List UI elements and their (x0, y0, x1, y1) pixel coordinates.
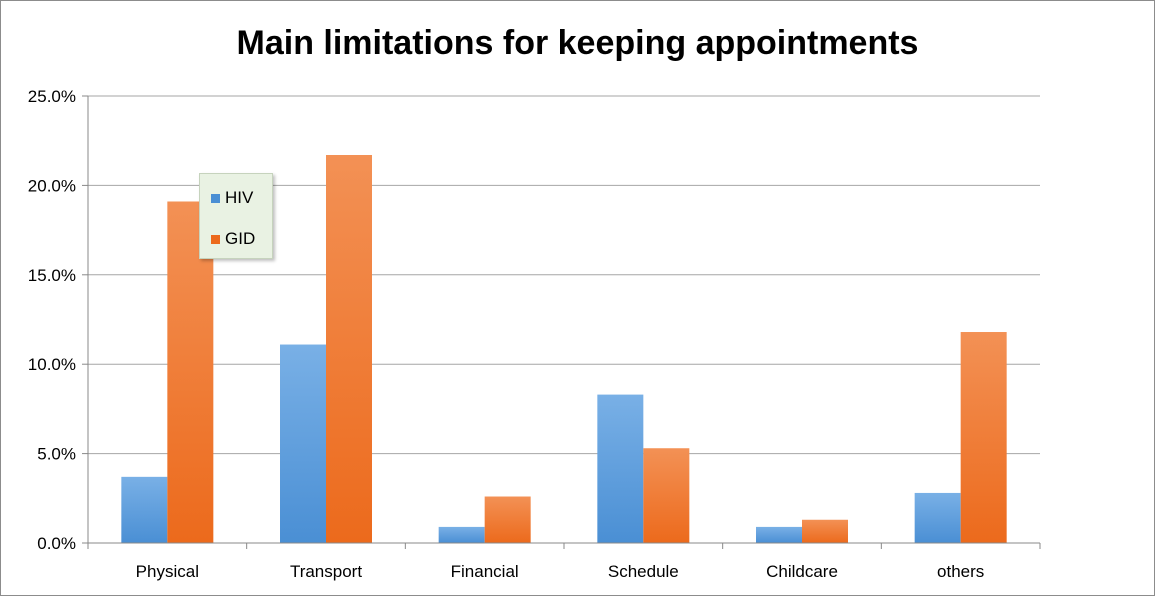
bar-gid-childcare (802, 519, 848, 543)
bar-hiv-transport (280, 344, 326, 543)
bar-hiv-childcare (756, 526, 802, 543)
x-tick-label: Childcare (766, 562, 838, 581)
legend-label-gid: GID (225, 229, 256, 248)
legend-item-gid: GID (211, 229, 255, 249)
axes (82, 95, 1041, 549)
y-tick-label: 0.0% (37, 534, 76, 553)
bar-hiv-schedule (597, 394, 644, 543)
bar-gid-financial (484, 496, 531, 543)
x-tick-label: Financial (451, 562, 519, 581)
bar-hiv-financial (438, 526, 485, 543)
x-tick-label: Schedule (608, 562, 679, 581)
bar-hiv-physical (121, 476, 168, 543)
y-tick-label: 15.0% (28, 266, 76, 285)
legend: HIV GID (199, 173, 273, 259)
legend-item-hiv: HIV (211, 188, 253, 208)
y-tick-label: 5.0% (37, 445, 76, 464)
x-tick-label: others (937, 562, 984, 581)
x-tick-label: Transport (290, 562, 362, 581)
legend-label-hiv: HIV (225, 188, 254, 207)
y-tick-label: 20.0% (28, 176, 76, 195)
x-tick-label: Physical (136, 562, 199, 581)
bar-gid-transport (326, 155, 372, 543)
bar-gid-others (960, 332, 1007, 543)
tick-labels: 0.0% 5.0% 10.0% 15.0% 20.0% 25.0% Physical Tran… (28, 87, 984, 581)
chart-title: Main limitations for keeping appointment… (236, 24, 919, 62)
y-tick-label: 10.0% (28, 355, 76, 374)
legend-swatch-gid (211, 234, 220, 244)
gridlines (88, 95, 1040, 455)
legend-swatch-hiv (211, 193, 220, 203)
bar-hiv-others (914, 492, 961, 543)
y-tick-label: 25.0% (28, 87, 76, 106)
bar-gid-schedule (643, 448, 690, 543)
